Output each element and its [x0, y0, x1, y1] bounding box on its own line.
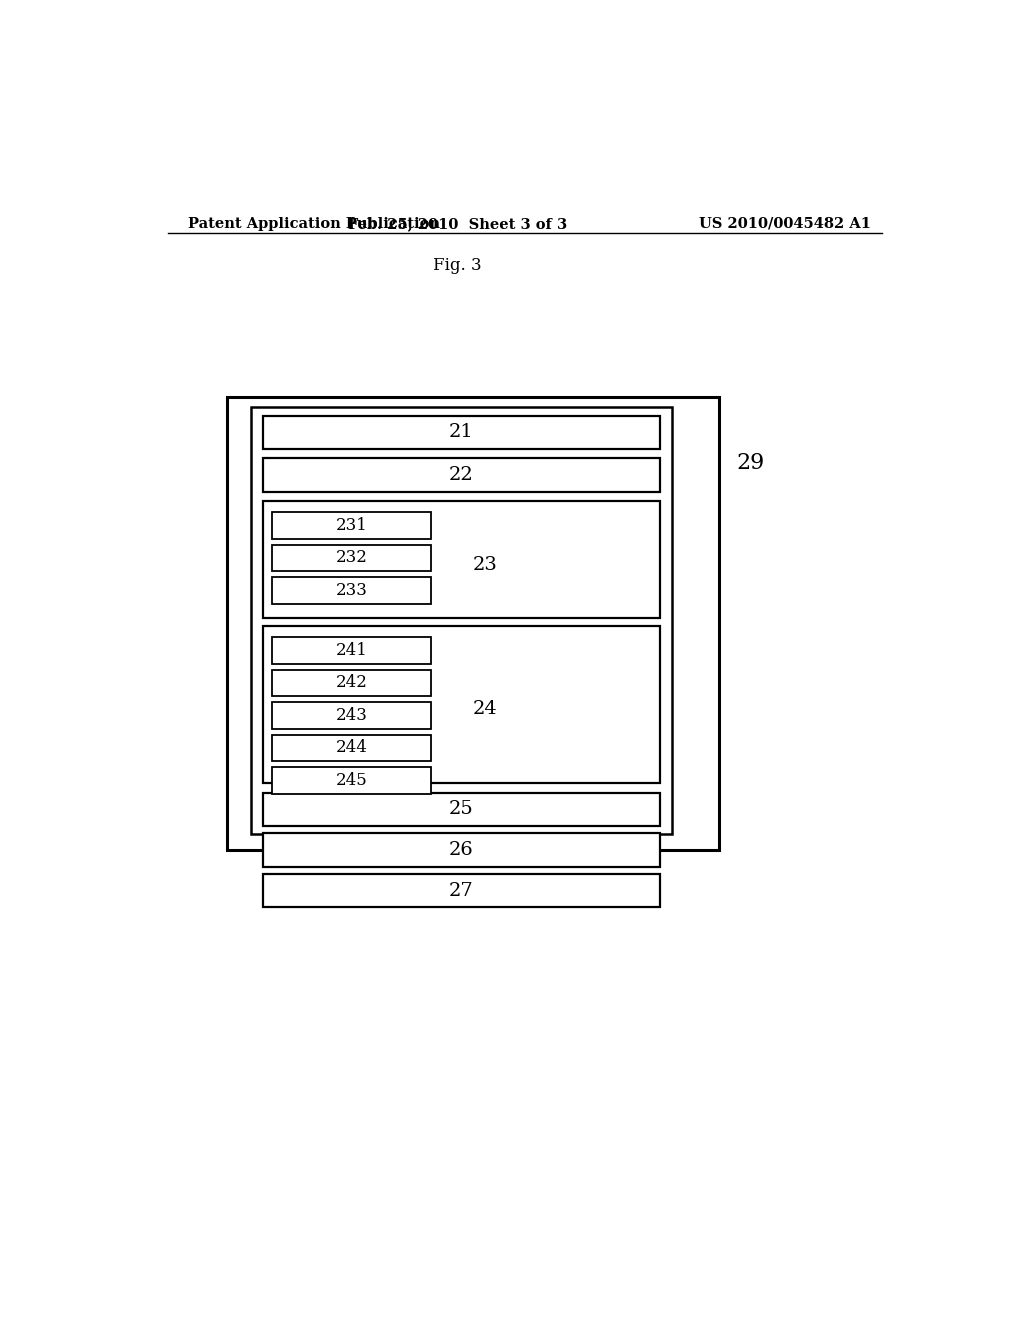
- Text: 24: 24: [473, 701, 498, 718]
- Bar: [263, 458, 659, 492]
- Text: 27: 27: [449, 882, 474, 900]
- Bar: [263, 874, 659, 907]
- Bar: [272, 702, 431, 729]
- Text: 29: 29: [737, 453, 765, 474]
- Bar: [263, 833, 659, 867]
- Text: 245: 245: [336, 772, 368, 789]
- Text: 233: 233: [336, 582, 368, 599]
- Bar: [272, 545, 431, 572]
- Bar: [272, 767, 431, 793]
- Text: 241: 241: [336, 642, 368, 659]
- Text: 243: 243: [336, 708, 368, 723]
- Bar: [227, 397, 719, 850]
- Text: 21: 21: [449, 424, 474, 441]
- Text: 232: 232: [336, 549, 368, 566]
- Bar: [263, 500, 659, 618]
- Text: 23: 23: [473, 556, 498, 574]
- Bar: [251, 408, 672, 834]
- Text: 244: 244: [336, 739, 368, 756]
- Text: Patent Application Publication: Patent Application Publication: [187, 216, 439, 231]
- Text: Fig. 3: Fig. 3: [433, 256, 481, 273]
- Text: 242: 242: [336, 675, 368, 692]
- Bar: [272, 735, 431, 762]
- Bar: [272, 638, 431, 664]
- Bar: [263, 626, 659, 784]
- Text: US 2010/0045482 A1: US 2010/0045482 A1: [699, 216, 871, 231]
- Text: 26: 26: [449, 841, 474, 859]
- Bar: [263, 792, 659, 826]
- Bar: [263, 416, 659, 449]
- Bar: [272, 577, 431, 603]
- Text: Feb. 25, 2010  Sheet 3 of 3: Feb. 25, 2010 Sheet 3 of 3: [348, 216, 567, 231]
- Bar: [272, 512, 431, 539]
- Text: 22: 22: [449, 466, 474, 484]
- Bar: [272, 669, 431, 696]
- Text: 25: 25: [449, 800, 474, 818]
- Text: 231: 231: [336, 517, 368, 533]
